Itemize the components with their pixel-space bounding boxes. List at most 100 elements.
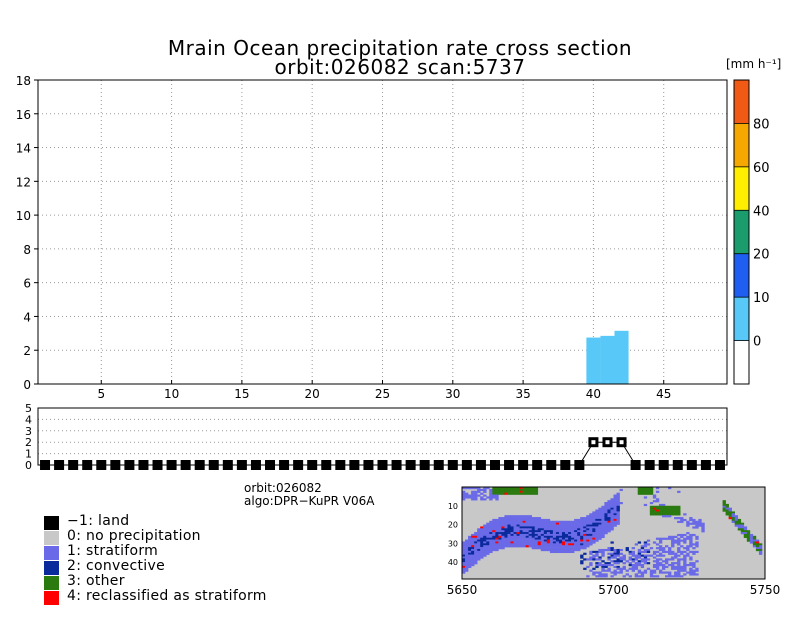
map-cell [607,526,611,529]
map-cell [577,545,581,548]
map-cell [525,530,529,533]
map-cell [607,558,611,561]
y-tick-label: 6 [23,277,31,291]
map-cell [595,554,599,557]
map-cell [583,543,587,546]
map-cell [507,526,511,529]
map-cell [507,517,511,520]
map-cell [483,545,487,548]
map-cell [571,550,575,554]
map-cell [601,533,605,537]
map-cell [665,558,669,561]
map-cell [519,492,523,495]
map-cell [734,524,739,527]
map-cell [480,548,484,552]
map-cell [680,535,684,538]
map-cell [516,533,520,537]
map-cell [501,545,505,548]
map-cell [598,532,602,535]
map-cell [680,520,684,523]
map-cell [592,532,596,535]
map-cell [749,535,754,538]
map-cell [583,541,587,544]
map-cell [468,563,472,567]
map-cell [613,552,617,555]
map-cell [555,528,560,531]
legend-swatch [44,561,59,575]
map-cell [525,490,529,493]
map-cell [601,548,605,552]
map-cell [543,522,548,525]
map-cell [501,526,505,529]
map-cell [522,530,526,533]
map-cell [680,552,684,555]
map-cell [661,511,666,514]
map-cell [528,526,532,529]
map-cell [492,520,496,523]
map-cell [643,492,648,495]
map-cell [695,535,699,538]
map-cell [528,520,532,523]
map-cell [555,520,560,523]
map-cell [528,518,532,522]
map-cell [743,528,748,531]
map-cell [483,554,487,557]
map-cell [589,552,593,555]
map-cell [592,539,596,542]
map-cell [555,541,560,544]
map-cell [637,554,642,557]
map-cell [625,569,629,572]
map-cell [652,505,657,508]
map-cell [668,575,672,578]
map-cell [589,541,593,544]
map-cell [504,524,508,527]
map-cell [637,563,642,567]
map-cell [574,545,578,548]
map-cell [686,563,690,567]
map-cell [661,567,666,570]
map-cell [471,492,475,495]
map-cell [534,533,539,537]
map-cell [561,528,566,531]
map-cell [471,547,475,550]
map-cell [649,490,654,493]
map-cell [492,492,496,495]
map-cell [725,513,729,516]
map-cell [625,560,629,563]
map-cell [674,511,678,514]
map-cell [465,567,469,570]
map-cell [540,541,545,544]
map-cell [613,518,617,522]
map-cell [549,524,554,527]
map-cell [483,526,487,529]
map-cell [531,543,536,546]
map-cell [637,541,642,544]
map-cell [613,520,617,523]
map-cell [522,490,526,493]
map-cell [734,517,739,520]
map-cell [498,530,502,533]
map-cell [665,565,669,569]
map-cell [604,524,608,527]
map-cell [604,507,608,510]
map-cell [501,487,505,490]
map-cell [474,560,478,563]
map-cell [489,490,493,493]
map-cell [495,528,499,531]
map-cell [474,562,478,565]
map-cell [589,563,593,567]
map-cell [507,532,511,535]
map-cell [513,488,517,492]
map-cell [504,539,508,542]
map-cell [652,569,657,572]
map-cell [516,524,520,527]
map-cell [616,560,620,563]
map-cell [483,552,487,555]
map-cell [480,537,484,540]
map-cell [549,533,554,537]
map-cell [510,545,514,548]
map-cell [534,520,539,523]
map-cell [513,528,517,531]
map-cell [671,556,675,559]
map-cell [528,535,532,538]
